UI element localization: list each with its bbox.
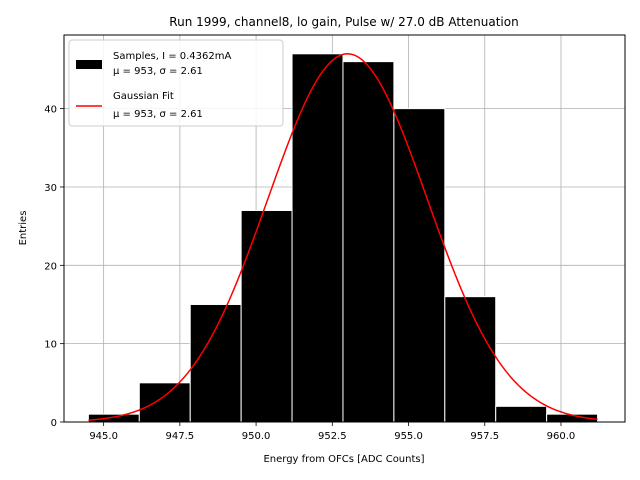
legend-label-gaussian-fit: Gaussian Fit [113, 91, 174, 102]
x-tick-label: 952.5 [318, 431, 347, 442]
y-tick-label: 0 [51, 418, 57, 429]
legend: Samples, I = 0.4362mA μ = 953, σ = 2.61 … [68, 39, 284, 127]
x-tick-label: 955.0 [394, 431, 423, 442]
x-tick-label: 945.0 [89, 431, 118, 442]
legend-label-samples-stats: μ = 953, σ = 2.61 [113, 66, 203, 77]
histogram-bar [189, 303, 242, 423]
histogram-bar [240, 209, 293, 423]
y-axis-ticks: 0 10 20 30 40 [44, 105, 64, 429]
gaussian-fit-line [88, 53, 598, 421]
histogram-bar [444, 296, 497, 423]
y-axis-label: Entries [18, 211, 29, 246]
y-tick-label: 20 [44, 261, 57, 272]
histogram-bar [342, 61, 395, 423]
legend-label-gaussian-fit-stats: μ = 953, σ = 2.61 [113, 109, 203, 120]
histogram-bar [393, 108, 446, 423]
histogram-bar [291, 53, 344, 423]
y-tick-label: 10 [44, 340, 57, 351]
legend-box [68, 39, 284, 127]
y-tick-label: 40 [44, 105, 57, 116]
chart-title: Run 1999, channel8, lo gain, Pulse w/ 27… [169, 15, 518, 29]
legend-swatch-samples [76, 60, 102, 69]
x-tick-label: 960.0 [547, 431, 576, 442]
histogram-bar [87, 413, 140, 423]
plot-frame [63, 34, 626, 423]
x-tick-label: 947.5 [166, 431, 195, 442]
legend-label-samples: Samples, I = 0.4362mA [113, 51, 231, 62]
x-tick-label: 950.0 [242, 431, 271, 442]
histogram-bars [87, 53, 599, 423]
x-axis-label: Energy from OFCs [ADC Counts] [263, 454, 424, 465]
x-axis-ticks: 945.0 947.5 950.0 952.5 955.0 957.5 960.0 [89, 422, 575, 442]
y-tick-label: 30 [44, 183, 57, 194]
histogram-bar [495, 405, 548, 423]
histogram-bar [138, 382, 191, 423]
x-tick-label: 957.5 [470, 431, 499, 442]
